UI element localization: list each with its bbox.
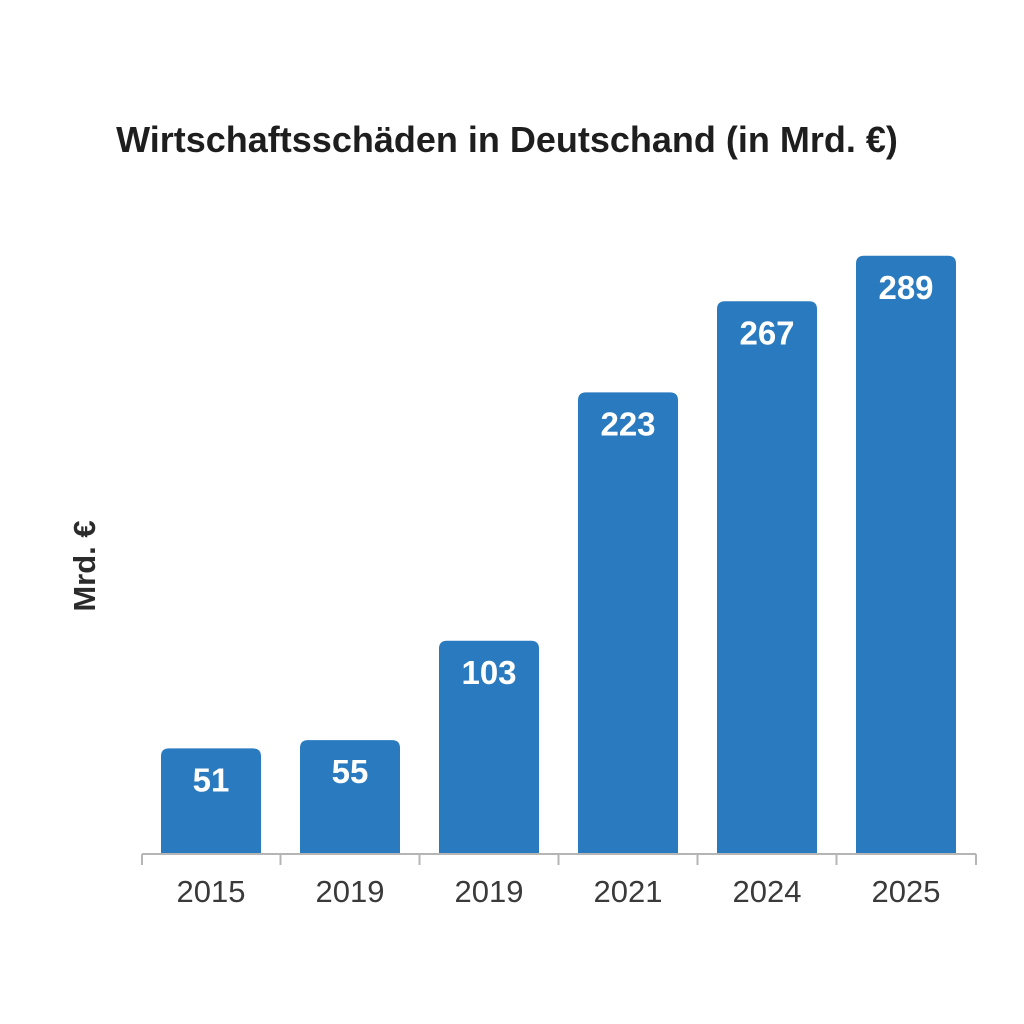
bar-2 bbox=[439, 640, 539, 854]
x-tick-label: 2024 bbox=[733, 874, 802, 909]
bar-value-label: 267 bbox=[739, 314, 794, 351]
bar-value-label: 223 bbox=[600, 405, 655, 442]
bar-0 bbox=[161, 748, 261, 854]
x-tick-label: 2025 bbox=[872, 874, 941, 909]
value-labels-layer: 51 2015 55 2019 103 2019 223 2021 267 2024 289 2025 bbox=[177, 269, 941, 909]
y-axis-label: Mrd. € bbox=[67, 520, 102, 611]
x-tick-label: 2021 bbox=[594, 874, 663, 909]
bar-value-label: 103 bbox=[461, 654, 516, 691]
x-tick-label: 2019 bbox=[455, 874, 524, 909]
bar-value-label: 289 bbox=[878, 269, 933, 306]
x-tick-label: 2015 bbox=[177, 874, 246, 909]
bar-value-label: 51 bbox=[193, 761, 230, 798]
chart-title: Wirtschaftsschäden in Deutschand (in Mrd… bbox=[116, 119, 898, 160]
x-tick-label: 2019 bbox=[316, 874, 385, 909]
bar-1 bbox=[300, 740, 400, 854]
bar-value-label: 55 bbox=[332, 753, 369, 790]
bar-5 bbox=[856, 255, 956, 854]
x-ticks-layer bbox=[141, 854, 977, 865]
bars-layer bbox=[161, 255, 956, 854]
bar-3 bbox=[578, 392, 678, 854]
bar-4 bbox=[717, 301, 817, 854]
